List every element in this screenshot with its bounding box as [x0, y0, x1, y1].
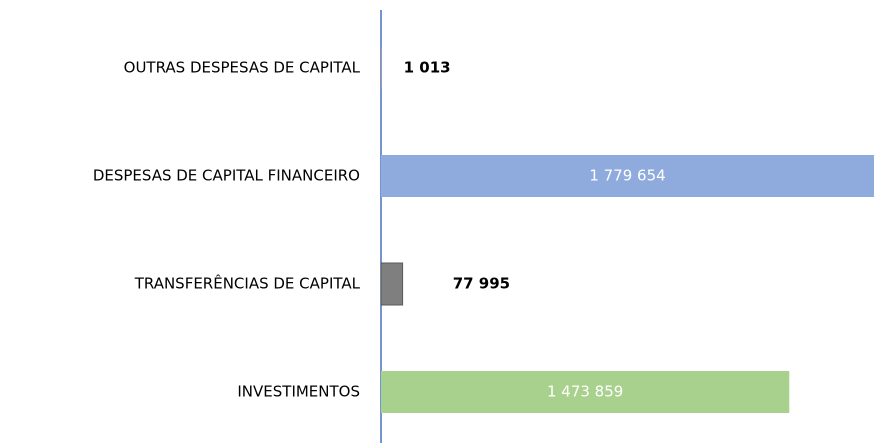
- category-label: OUTRAS DESPESAS DE CAPITAL: [124, 59, 361, 77]
- bar: [381, 371, 790, 413]
- value-label: 1 473 859: [547, 383, 623, 401]
- category-label: DESPESAS DE CAPITAL FINANCEIRO: [93, 167, 360, 185]
- category-label: INVESTIMENTOS: [237, 383, 360, 401]
- value-label: 1 779 654: [589, 167, 665, 185]
- value-label: 1 013: [404, 59, 451, 77]
- bar: [381, 155, 874, 197]
- value-label: 77 995: [453, 275, 510, 293]
- category-label: TRANSFERÊNCIAS DE CAPITAL: [134, 274, 361, 293]
- bar: [380, 262, 404, 306]
